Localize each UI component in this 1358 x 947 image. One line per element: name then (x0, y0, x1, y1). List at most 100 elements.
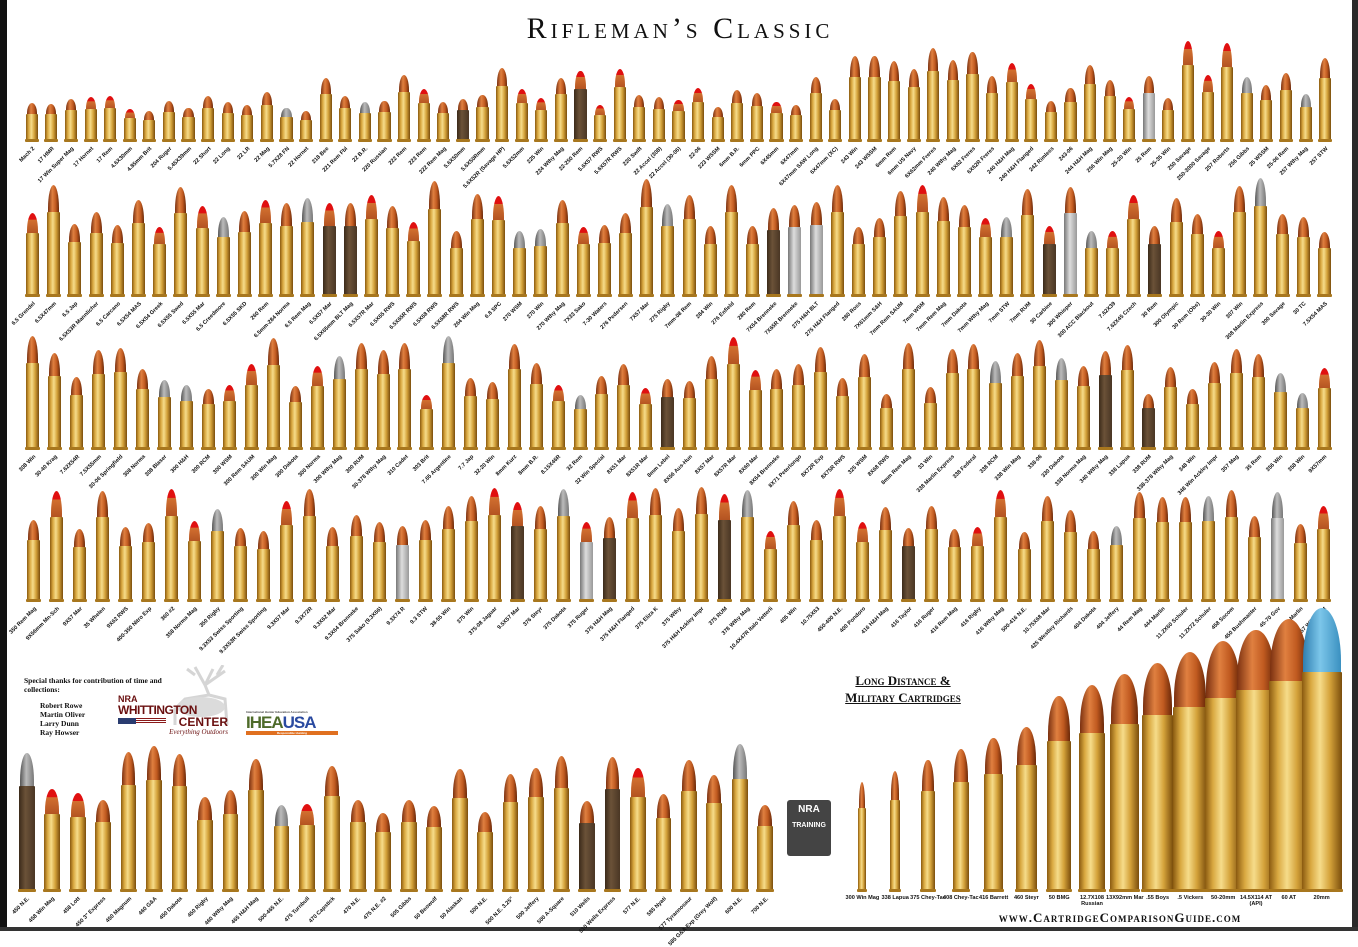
bullet (577, 227, 589, 246)
cartridge-rim (94, 889, 113, 892)
bullet (304, 489, 316, 518)
cartridge (1102, 80, 1117, 142)
bullet (465, 496, 477, 523)
cartridge-case (639, 207, 655, 297)
cartridge (200, 389, 216, 450)
bullet (1300, 94, 1311, 109)
bullet (1045, 101, 1056, 114)
cartridge-case (164, 516, 180, 602)
cartridge (501, 774, 520, 892)
cartridge (1250, 354, 1266, 450)
bullet (1128, 195, 1140, 221)
cartridge (681, 195, 697, 297)
bullet (508, 344, 520, 371)
cartridge-label: 460 Steyr (1013, 895, 1039, 901)
cartridge-rim (1020, 294, 1036, 297)
cartridge-case (681, 219, 697, 297)
cartridge-case (331, 379, 347, 450)
cartridge-label: 6mm PPC (738, 146, 762, 169)
cartridge-rim (46, 294, 62, 297)
cartridge (1189, 214, 1205, 297)
cartridge (993, 490, 1009, 602)
cartridge-label: 300 Win Mag (845, 895, 880, 901)
cartridge-rim (25, 447, 41, 450)
bullet (281, 203, 293, 228)
cartridge (397, 343, 413, 450)
deer-logo-icon (173, 665, 229, 725)
cartridge-case (593, 115, 608, 142)
cartridge (651, 97, 666, 142)
bullet (27, 213, 39, 235)
cartridge (747, 370, 763, 450)
cartridge (956, 205, 972, 297)
cartridge-label: 470 N.E. (342, 896, 363, 916)
bullet (580, 522, 592, 544)
cartridge (1172, 652, 1209, 892)
cartridge-case (441, 363, 457, 450)
bullet (649, 488, 661, 517)
bullet (789, 205, 801, 229)
cartridge (119, 752, 138, 892)
cartridge (173, 187, 189, 297)
bullet (1142, 663, 1173, 717)
cartridge-rim (495, 139, 510, 142)
cartridge-label: 6.5X47mm (34, 301, 59, 325)
bullet (124, 109, 135, 120)
cartridge (233, 528, 249, 602)
cartridge-rim (878, 447, 894, 450)
cartridge-case (425, 827, 444, 892)
cartridge-rim (893, 294, 909, 297)
bullet (1065, 88, 1076, 104)
cartridge (427, 181, 443, 297)
cartridge-rim (723, 294, 739, 297)
cartridge (679, 760, 698, 892)
bullet (1064, 187, 1076, 215)
cartridge-rim (1298, 139, 1313, 142)
cartridge-case (375, 374, 391, 450)
cartridge (1168, 198, 1184, 297)
cartridge-case (694, 514, 710, 602)
cartridge-rim (691, 139, 706, 142)
cartridge (808, 77, 823, 142)
cartridge (222, 385, 238, 450)
cartridge-rim (956, 294, 972, 297)
cartridge (988, 361, 1004, 450)
bullet (693, 88, 704, 104)
cartridge-rim (1119, 447, 1135, 450)
cartridge (321, 203, 337, 297)
cartridge-rim (1046, 889, 1072, 892)
cartridge-label: 500 N.E. 3.25" (484, 896, 515, 927)
cartridge-label: 300 RCM (191, 454, 213, 475)
cartridge-rim (612, 139, 627, 142)
cartridge (533, 229, 549, 297)
bullet (325, 766, 340, 798)
cartridge (671, 508, 686, 602)
cartridge-case (1062, 213, 1078, 297)
bullet (144, 111, 155, 122)
cartridge-case (244, 385, 260, 450)
bullet (788, 501, 800, 527)
cartridge-rim (1014, 889, 1038, 892)
credit-name: Martin Oliver (40, 710, 86, 719)
cartridge-case (272, 826, 291, 892)
bullet (442, 506, 454, 531)
bullet (26, 103, 37, 116)
bullet (749, 370, 761, 392)
cartridge (671, 100, 686, 142)
cartridge (791, 364, 807, 450)
cartridge-rim (309, 447, 325, 450)
cartridge-case (555, 516, 571, 602)
cartridge-rim (475, 139, 490, 142)
cartridge-rim (787, 294, 803, 297)
cartridge-label: 308 Norma (122, 454, 147, 479)
cartridge (966, 344, 982, 450)
cartridge-rim (725, 447, 741, 450)
cartridge-label: 450 N.E. (11, 896, 31, 916)
cartridge-rim (43, 889, 62, 892)
cartridge-rim (266, 447, 282, 450)
cartridge-case (506, 369, 522, 450)
cartridge-rim (1294, 447, 1310, 450)
cartridge-label: 510 Wells (569, 896, 592, 919)
cartridge-label: 35 Rem (1244, 454, 1263, 473)
cartridge-rim (791, 447, 807, 450)
